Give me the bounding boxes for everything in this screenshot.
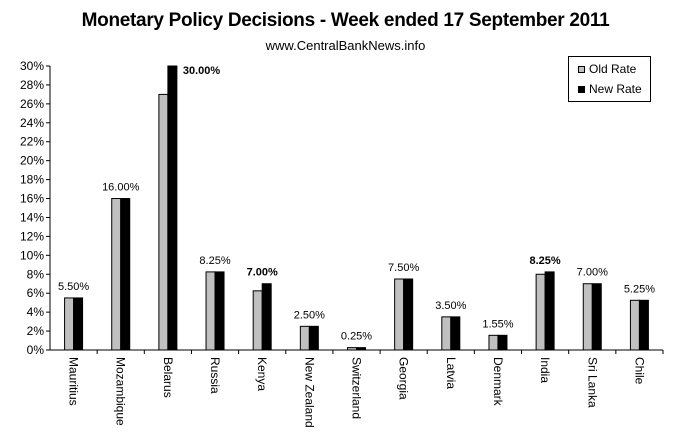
category-label-latvia: Latvia bbox=[444, 357, 458, 389]
bar-new-rate-latvia bbox=[450, 316, 461, 351]
data-label-belarus: 30.00% bbox=[183, 65, 221, 77]
category-label-switzerland: Switzerland bbox=[350, 357, 364, 419]
category-label-denmark: Denmark bbox=[491, 357, 505, 407]
category-label-kenya: Kenya bbox=[255, 357, 269, 391]
data-label-chile: 5.25% bbox=[624, 283, 655, 295]
category-label-belarus: Belarus bbox=[161, 357, 175, 398]
data-label-latvia: 3.50% bbox=[435, 300, 466, 312]
bar-new-rate-kenya bbox=[261, 283, 272, 351]
y-tick-label: 18% bbox=[20, 173, 44, 187]
legend-item-old-rate: Old Rate bbox=[578, 62, 636, 76]
bar-old-rate-switzerland bbox=[347, 347, 357, 351]
bar-new-rate-india bbox=[544, 271, 555, 351]
bar-old-rate-india bbox=[535, 273, 546, 351]
y-tick-label: 0% bbox=[27, 343, 45, 357]
bar-new-rate-chile bbox=[638, 299, 649, 351]
category-label-mozambique: Mozambique bbox=[114, 357, 128, 426]
chart-subtitle: www.CentralBankNews.info bbox=[265, 38, 426, 53]
data-label-russia: 8.25% bbox=[199, 255, 230, 267]
data-label-switzerland: 0.25% bbox=[341, 331, 372, 343]
bar-new-rate-mauritius bbox=[73, 297, 84, 351]
bar-new-rate-belarus bbox=[167, 65, 178, 351]
bar-new-rate-switzerland bbox=[356, 347, 366, 351]
y-tick-label: 12% bbox=[20, 229, 44, 243]
bar-old-rate-latvia bbox=[441, 316, 452, 351]
bar-new-rate-sri-lanka bbox=[591, 283, 602, 351]
legend-label-new-rate: New Rate bbox=[589, 82, 642, 96]
legend-swatch-old-rate bbox=[578, 65, 585, 73]
category-label-india: India bbox=[538, 357, 552, 383]
bar-old-rate-sri-lanka bbox=[582, 283, 593, 351]
category-label-mauritius: Mauritius bbox=[67, 357, 81, 406]
y-tick-label: 22% bbox=[20, 135, 44, 149]
data-label-india: 8.25% bbox=[530, 255, 561, 267]
bar-new-rate-russia bbox=[214, 271, 225, 351]
data-label-mozambique: 16.00% bbox=[102, 182, 140, 194]
data-label-new-zealand: 2.50% bbox=[294, 309, 325, 321]
category-label-georgia: Georgia bbox=[397, 357, 411, 400]
legend: Old Rate New Rate bbox=[568, 56, 651, 102]
bar-new-rate-denmark bbox=[497, 334, 508, 351]
bar-old-rate-mauritius bbox=[64, 297, 75, 351]
y-tick-label: 30% bbox=[20, 59, 44, 73]
category-label-new-zealand: New Zealand bbox=[302, 357, 316, 428]
y-tick-label: 2% bbox=[27, 324, 45, 338]
bar-old-rate-russia bbox=[205, 271, 216, 351]
bar-new-rate-georgia bbox=[403, 278, 414, 351]
bar-old-rate-new-zealand bbox=[299, 325, 310, 351]
legend-label-old-rate: Old Rate bbox=[589, 62, 637, 76]
category-label-sri-lanka: Sri Lanka bbox=[585, 357, 599, 408]
category-label-russia: Russia bbox=[208, 357, 222, 394]
y-tick-label: 16% bbox=[20, 192, 44, 206]
y-tick-label: 26% bbox=[20, 97, 44, 111]
data-label-georgia: 7.50% bbox=[388, 262, 419, 274]
bar-old-rate-kenya bbox=[252, 290, 263, 351]
y-tick-label: 20% bbox=[20, 154, 44, 168]
bar-new-rate-mozambique bbox=[120, 198, 131, 351]
y-tick-label: 4% bbox=[27, 305, 45, 319]
y-tick-label: 14% bbox=[20, 210, 44, 224]
y-tick-label: 10% bbox=[20, 248, 44, 262]
bar-old-rate-georgia bbox=[394, 278, 405, 351]
bar-old-rate-chile bbox=[629, 299, 640, 351]
bar-old-rate-denmark bbox=[488, 334, 499, 351]
data-label-mauritius: 5.50% bbox=[58, 281, 89, 293]
legend-swatch-new-rate bbox=[578, 85, 585, 93]
chart-title: Monetary Policy Decisions - Week ended 1… bbox=[81, 10, 610, 31]
category-label-chile: Chile bbox=[632, 357, 646, 385]
bar-new-rate-new-zealand bbox=[308, 325, 319, 351]
y-tick-label: 28% bbox=[20, 78, 44, 92]
y-tick-label: 24% bbox=[20, 116, 44, 130]
data-label-kenya: 7.00% bbox=[247, 267, 278, 279]
data-label-denmark: 1.55% bbox=[482, 318, 513, 330]
data-label-sri-lanka: 7.00% bbox=[577, 267, 608, 279]
y-tick-label: 6% bbox=[27, 286, 45, 300]
bar-old-rate-belarus bbox=[158, 93, 169, 351]
y-tick-label: 8% bbox=[27, 267, 45, 281]
legend-item-new-rate: New Rate bbox=[578, 82, 642, 96]
bar-old-rate-mozambique bbox=[111, 198, 122, 351]
